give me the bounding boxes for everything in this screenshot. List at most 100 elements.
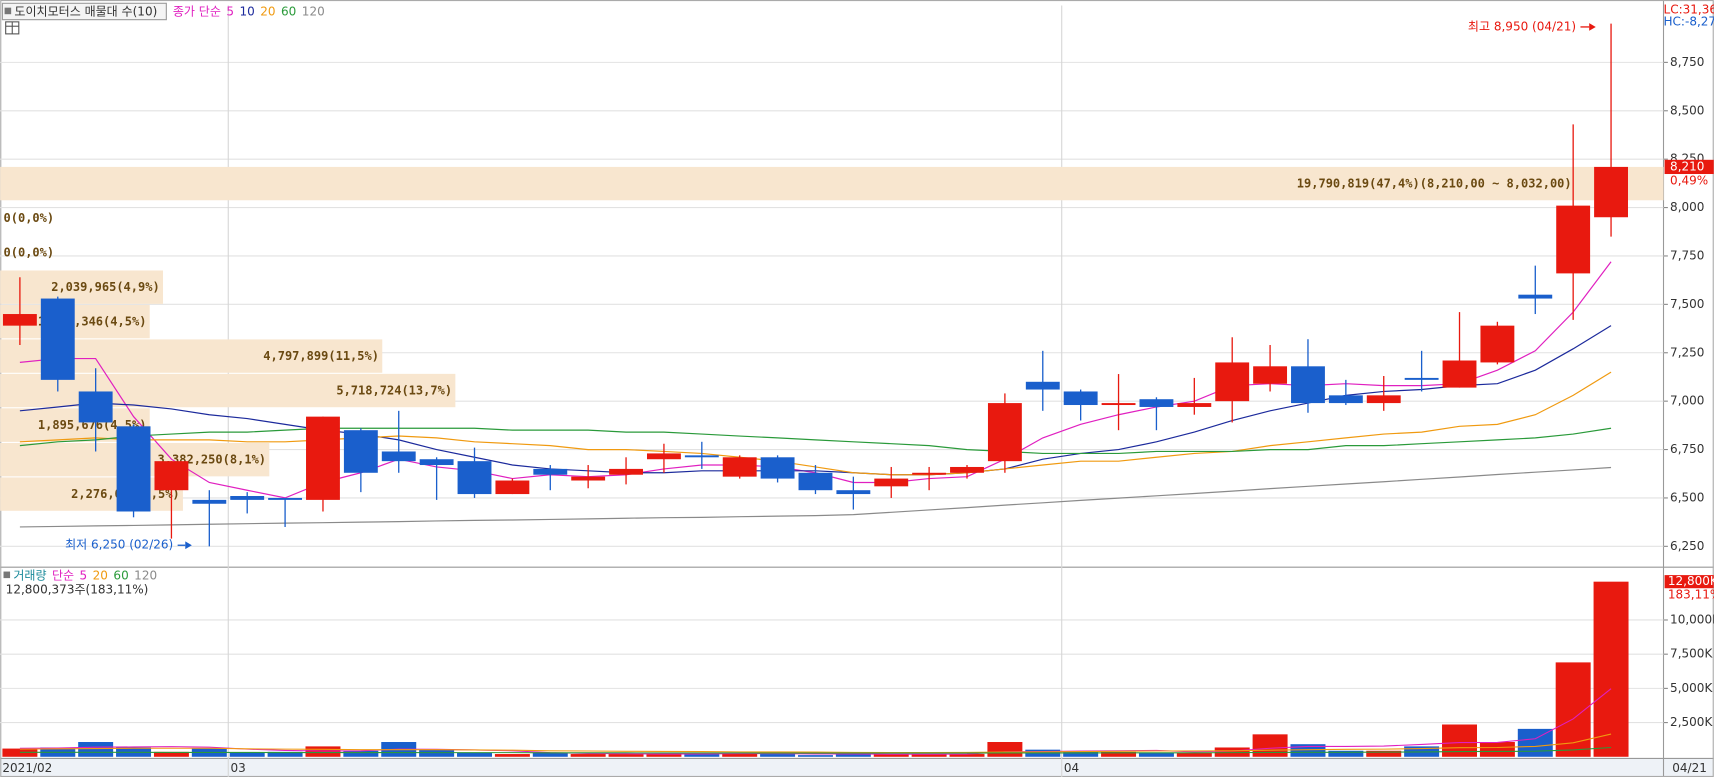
candle-body xyxy=(684,455,719,458)
profile-bar xyxy=(0,373,456,408)
candle-body xyxy=(609,468,643,475)
candle-body xyxy=(268,497,303,500)
candle-body xyxy=(1404,377,1439,380)
y-tick-label: 7,000 xyxy=(1670,394,1704,408)
volume-bar xyxy=(873,754,909,757)
candle-body xyxy=(1215,362,1250,402)
volume-bar xyxy=(78,742,114,757)
volume-bar xyxy=(987,742,1023,757)
y-tick-label: 8,750 xyxy=(1670,55,1704,69)
volume-bar xyxy=(343,750,379,757)
profile-bar xyxy=(0,166,1664,201)
volume-bar xyxy=(1366,750,1402,757)
legend-item: 120 xyxy=(134,568,157,582)
candle-body xyxy=(1291,366,1325,404)
candle-body xyxy=(798,472,833,491)
volume-bar xyxy=(1063,751,1099,757)
legend-item: 5 xyxy=(226,5,234,19)
candle-body xyxy=(533,468,568,475)
ma-line xyxy=(19,427,1612,455)
high-label: 최고 8,950 (04/21) xyxy=(1468,19,1576,33)
volume-bar xyxy=(457,752,492,757)
candle-body xyxy=(1556,205,1591,274)
volume-bar xyxy=(835,754,871,757)
volume-bar xyxy=(722,752,758,757)
legend-item: 20 xyxy=(260,5,275,19)
candle-body xyxy=(722,457,757,477)
candle-body xyxy=(874,478,909,487)
candle-body xyxy=(571,476,606,481)
indicator-title: 도이치모터스 매물대 수(10) xyxy=(14,5,157,19)
candle-body xyxy=(419,459,454,466)
legend-item: 10 xyxy=(240,5,255,19)
volume-bar xyxy=(1101,751,1137,757)
candle-body xyxy=(1063,391,1098,406)
legend-item: 120 xyxy=(302,5,325,19)
volume-last-change-shadow: 183,11% xyxy=(1668,587,1714,601)
profile-label: 2,039,965(4,9%) xyxy=(51,280,160,294)
x-tick-label: 04 xyxy=(1064,761,1079,775)
volume-bar xyxy=(1517,728,1553,757)
arrow-head xyxy=(1589,23,1596,31)
x-axis-band xyxy=(0,758,1714,777)
volume-bar xyxy=(229,752,265,757)
volume-bar xyxy=(1593,581,1629,757)
legend-item: 60 xyxy=(281,5,296,19)
volume-bar xyxy=(608,754,644,757)
volume-bar xyxy=(1252,734,1288,757)
candle-body xyxy=(78,391,113,423)
indicator-box[interactable] xyxy=(1,2,167,21)
low-label: 최저 6,250 (02/26) xyxy=(65,538,173,552)
volume-bar xyxy=(760,754,796,757)
volume-bar xyxy=(305,746,341,757)
candle-body xyxy=(912,472,947,475)
x-tick-label: 2021/02 xyxy=(2,761,52,775)
y-tick-label: 5,000K xyxy=(1670,681,1713,695)
candle-body xyxy=(1366,395,1401,404)
candle-body xyxy=(343,430,378,473)
box-icon xyxy=(4,7,12,15)
candle-body xyxy=(987,403,1022,462)
volume-bar xyxy=(1138,752,1174,757)
x-tick-label: 03 xyxy=(230,761,245,775)
legend-item: 거래량 xyxy=(13,568,46,582)
profile-label: 0(0,0%) xyxy=(4,246,55,260)
profile-label: 5,718,724(13,7%) xyxy=(336,384,452,398)
legend-item: 단순 xyxy=(52,568,74,582)
profile-bar xyxy=(0,477,183,511)
volume-bar xyxy=(153,751,189,757)
arrow-head xyxy=(185,541,192,550)
candle-body xyxy=(1101,403,1136,406)
profile-label: 4,797,899(11,5%) xyxy=(263,349,379,363)
profile-bar xyxy=(0,270,164,304)
volume-bar xyxy=(911,754,947,757)
candle-body xyxy=(495,480,530,495)
volume-bar xyxy=(646,754,682,757)
candle-body xyxy=(192,499,227,504)
volume-bar xyxy=(570,754,606,757)
plot: 6,250 6,500 6,750 7,000 7,250 7,500 7,750 8,000… xyxy=(0,5,1714,777)
candle-body xyxy=(381,451,416,462)
candle-body xyxy=(116,426,151,512)
price-label: 8,210 xyxy=(1670,159,1704,173)
profile-label: 0(0,0%) xyxy=(4,211,55,225)
y-tick-label: 2,500K xyxy=(1670,715,1713,729)
legend-item: 60 xyxy=(113,568,128,582)
y-tick-label: 6,250 xyxy=(1670,539,1704,553)
candle-body xyxy=(1328,395,1363,404)
y-tick-label: 6,500 xyxy=(1670,490,1704,504)
volume-box xyxy=(1664,575,1714,589)
candle-body xyxy=(1518,294,1553,299)
volume-bar xyxy=(1176,752,1212,757)
y-tick-label: 6,750 xyxy=(1670,442,1704,456)
candle-body xyxy=(950,466,984,473)
volume-last-label: 12,800K xyxy=(1668,574,1714,588)
volume-bar xyxy=(949,754,985,757)
candle-body xyxy=(760,457,795,479)
candle-body xyxy=(836,490,871,495)
candle-body xyxy=(1177,403,1212,407)
volume-last-change: 183,11% xyxy=(1668,587,1714,601)
legend-item: 20 xyxy=(93,568,108,582)
candle-body xyxy=(1253,366,1288,384)
volume-bar xyxy=(1479,742,1515,757)
